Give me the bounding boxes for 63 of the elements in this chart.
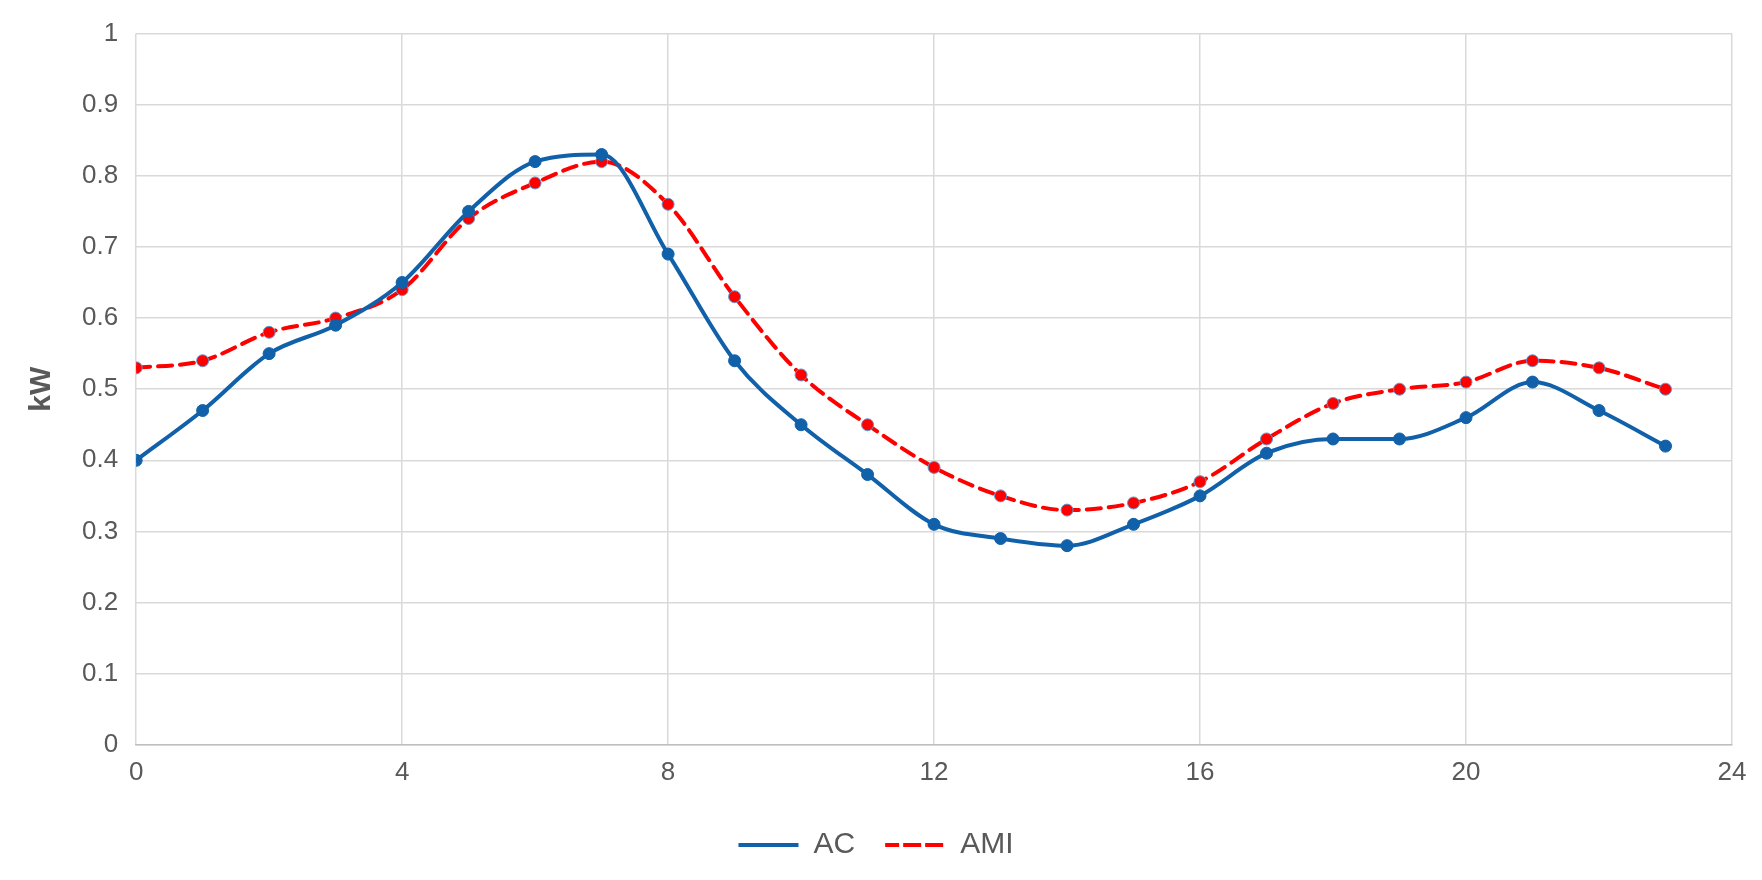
point — [1193, 475, 1207, 489]
point — [528, 155, 542, 169]
point — [661, 197, 675, 211]
point — [262, 325, 276, 339]
point — [329, 318, 343, 332]
point — [1459, 375, 1473, 389]
y-tick-label: 1 — [103, 16, 119, 47]
point — [927, 460, 941, 474]
x-tick-label: 4 — [394, 755, 410, 786]
point — [528, 176, 542, 190]
point — [1326, 396, 1340, 410]
point — [1526, 354, 1540, 368]
point — [1592, 361, 1606, 375]
point — [1459, 411, 1473, 425]
point — [1393, 432, 1407, 446]
x-tick-label: 16 — [1185, 755, 1215, 786]
x-tick-label: 8 — [660, 755, 676, 786]
point — [1127, 517, 1141, 531]
y-tick-label: 0.5 — [81, 372, 119, 403]
y-tick-label: 0.2 — [81, 585, 119, 616]
point — [927, 517, 941, 531]
point — [1659, 439, 1673, 453]
point — [861, 468, 875, 482]
y-tick-label: 0.9 — [81, 87, 119, 118]
point — [1260, 432, 1274, 446]
legend-label: AC — [813, 826, 856, 860]
y-tick-label: 0.7 — [81, 230, 119, 261]
point — [1526, 375, 1540, 389]
point — [1060, 503, 1074, 517]
y-axis-title: kW — [23, 366, 57, 412]
y-tick-label: 0.6 — [81, 301, 119, 332]
point — [1127, 496, 1141, 510]
point — [1393, 382, 1407, 396]
point — [1326, 432, 1340, 446]
point — [1193, 489, 1207, 503]
y-tick-label: 0.3 — [81, 514, 119, 545]
point — [728, 354, 742, 368]
point — [661, 247, 675, 261]
point — [728, 290, 742, 304]
point — [994, 532, 1008, 546]
legend-label: AMI — [960, 826, 1014, 860]
point — [395, 276, 409, 290]
point — [462, 204, 476, 218]
point — [196, 404, 210, 418]
x-tick-label: 12 — [919, 755, 949, 786]
y-tick-label: 0.1 — [81, 656, 119, 687]
point — [1659, 382, 1673, 396]
point — [262, 347, 276, 361]
x-tick-label: 20 — [1451, 755, 1481, 786]
y-tick-label: 0 — [103, 727, 119, 758]
point — [994, 489, 1008, 503]
point — [196, 354, 210, 368]
y-tick-label: 0.4 — [81, 443, 119, 474]
y-tick-label: 0.8 — [81, 159, 119, 190]
point — [861, 418, 875, 432]
point — [1060, 539, 1074, 553]
point — [595, 148, 609, 161]
x-tick-label: 24 — [1717, 755, 1747, 786]
x-tick-label: 0 — [128, 755, 144, 786]
point — [1592, 404, 1606, 418]
point — [794, 418, 808, 432]
point — [1260, 446, 1274, 460]
point — [794, 368, 808, 382]
